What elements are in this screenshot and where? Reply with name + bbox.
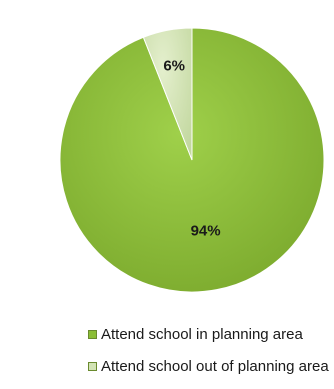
legend-label-out-area: Attend school out of planning area bbox=[101, 357, 329, 375]
pie-label-out-area: 6% bbox=[163, 58, 185, 75]
pie-label-in-area: 94% bbox=[191, 222, 221, 239]
legend-swatch-out-area bbox=[88, 361, 97, 371]
legend-item-in-area: Attend school in planning area bbox=[88, 325, 334, 343]
legend: Attend school in planning area Attend sc… bbox=[88, 325, 334, 389]
legend-label-in-area: Attend school in planning area bbox=[101, 325, 303, 343]
legend-item-out-area: Attend school out of planning area bbox=[88, 357, 334, 375]
pie-slice-out-area bbox=[142, 27, 193, 161]
legend-swatch-in-area bbox=[88, 329, 97, 339]
